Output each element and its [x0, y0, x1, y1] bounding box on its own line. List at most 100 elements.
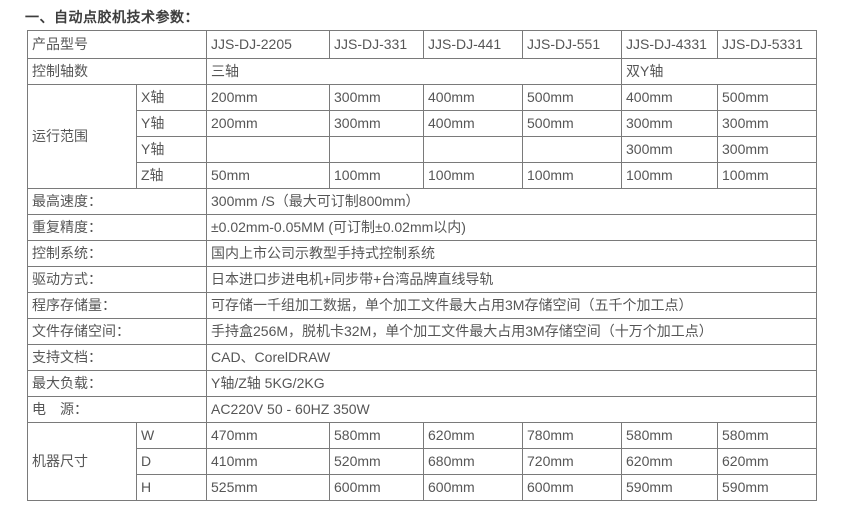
size-value: 600mm: [423, 474, 523, 501]
range-row-z: Z轴 50mm 100mm 100mm 100mm 100mm 100mm: [28, 162, 817, 189]
range-group-label: 运行范围: [27, 84, 137, 189]
range-value: 200mm: [206, 110, 330, 137]
range-value: 400mm: [423, 110, 523, 137]
spec-row: 驱动方式： 日本进口步进电机+同步带+台湾品牌直线导轨: [27, 266, 817, 293]
section-title: 一、自动点胶机技术参数：: [25, 9, 199, 25]
spec-row: 最高速度： 300mm /S（最大可订制800mm）: [27, 188, 817, 215]
size-row-w: 机器尺寸 W 470mm 580mm 620mm 780mm 580mm 580…: [27, 422, 817, 501]
spec-label: 支持文档：: [27, 344, 207, 371]
range-value: [206, 136, 330, 163]
spec-label: 驱动方式：: [27, 266, 207, 293]
size-value: 520mm: [329, 448, 424, 475]
dim-label: W: [136, 422, 207, 449]
model-header: JJS-DJ-5331: [717, 30, 817, 59]
spec-value: AC220V 50 - 60HZ 350W: [206, 396, 817, 423]
range-value: 100mm: [717, 162, 817, 189]
size-value: 525mm: [206, 474, 330, 501]
size-value: 470mm: [206, 422, 330, 449]
model-header: JJS-DJ-4331: [621, 30, 718, 59]
range-value: 300mm: [329, 84, 424, 111]
range-value: [329, 136, 424, 163]
size-value: 580mm: [329, 422, 424, 449]
size-row-d: D 410mm 520mm 680mm 720mm 620mm 620mm: [28, 448, 817, 475]
spec-value: CAD、CorelDRAW: [206, 344, 817, 371]
size-value: 580mm: [717, 422, 817, 449]
spec-label: 文件存储空间：: [27, 318, 207, 345]
range-row-y1: Y轴 200mm 300mm 400mm 500mm 300mm 300mm: [28, 110, 817, 137]
spec-row: 电 源： AC220V 50 - 60HZ 350W: [27, 396, 817, 423]
range-value: 500mm: [522, 84, 622, 111]
size-value: 620mm: [717, 448, 817, 475]
size-value: 600mm: [329, 474, 424, 501]
size-value: 720mm: [522, 448, 622, 475]
range-value: 300mm: [621, 136, 718, 163]
spec-row: 最大负载： Y轴/Z轴 5KG/2KG: [27, 370, 817, 397]
dim-label: H: [136, 474, 207, 501]
product-model-label: 产品型号: [27, 30, 207, 59]
dim-label: D: [136, 448, 207, 475]
axes-right-value: 双Y轴: [621, 58, 817, 85]
spec-row: 控制系统： 国内上市公司示教型手持式控制系统: [27, 240, 817, 267]
spec-row: 重复精度： ±0.02mm-0.05MM (可订制±0.02mm以内): [27, 214, 817, 241]
size-value: 600mm: [522, 474, 622, 501]
range-value: 400mm: [621, 84, 718, 111]
spec-value: ±0.02mm-0.05MM (可订制±0.02mm以内): [206, 214, 817, 241]
size-group-label: 机器尺寸: [27, 422, 137, 501]
spec-value: 日本进口步进电机+同步带+台湾品牌直线导轨: [206, 266, 817, 293]
axis-label: Z轴: [136, 162, 207, 189]
range-value: [522, 136, 622, 163]
axis-label: Y轴: [136, 110, 207, 137]
spec-label: 最高速度：: [27, 188, 207, 215]
size-value: 580mm: [621, 422, 718, 449]
range-value: 500mm: [522, 110, 622, 137]
range-value: 100mm: [329, 162, 424, 189]
model-header: JJS-DJ-2205: [206, 30, 330, 59]
spec-label: 重复精度：: [27, 214, 207, 241]
axis-label: Y轴: [136, 136, 207, 163]
range-value: 400mm: [423, 84, 523, 111]
spec-table: 产品型号 JJS-DJ-2205 JJS-DJ-331 JJS-DJ-441 J…: [27, 30, 817, 501]
range-value: 300mm: [621, 110, 718, 137]
size-value: 780mm: [522, 422, 622, 449]
spec-label: 程序存储量：: [27, 292, 207, 319]
spec-label: 最大负载：: [27, 370, 207, 397]
size-row-h: H 525mm 600mm 600mm 600mm 590mm 590mm: [28, 474, 817, 501]
range-value: 300mm: [717, 136, 817, 163]
size-value: 680mm: [423, 448, 523, 475]
range-value: 100mm: [522, 162, 622, 189]
spec-row: 文件存储空间： 手持盒256M，脱机卡32M，单个加工文件最大占用3M存储空间（…: [27, 318, 817, 345]
spec-label: 控制系统：: [27, 240, 207, 267]
axis-label: X轴: [136, 84, 207, 111]
model-header: JJS-DJ-331: [329, 30, 424, 59]
model-header: JJS-DJ-551: [522, 30, 622, 59]
size-value: 620mm: [621, 448, 718, 475]
model-header: JJS-DJ-441: [423, 30, 523, 59]
spec-row: 支持文档： CAD、CorelDRAW: [27, 344, 817, 371]
spec-value: Y轴/Z轴 5KG/2KG: [206, 370, 817, 397]
control-axes-row: 控制轴数 三轴 双Y轴: [27, 58, 817, 85]
range-value: 500mm: [717, 84, 817, 111]
range-row-x: 运行范围 X轴 200mm 300mm 400mm 500mm 400mm 50…: [27, 84, 817, 189]
axes-left-value: 三轴: [206, 58, 622, 85]
size-value: 590mm: [717, 474, 817, 501]
control-axes-label: 控制轴数: [27, 58, 207, 85]
size-value: 590mm: [621, 474, 718, 501]
range-value: 300mm: [329, 110, 424, 137]
range-value: 300mm: [717, 110, 817, 137]
range-value: 100mm: [621, 162, 718, 189]
spec-value: 300mm /S（最大可订制800mm）: [206, 188, 817, 215]
size-value: 410mm: [206, 448, 330, 475]
range-value: 200mm: [206, 84, 330, 111]
spec-row: 程序存储量： 可存储一千组加工数据，单个加工文件最大占用3M存储空间（五千个加工…: [27, 292, 817, 319]
range-value: 50mm: [206, 162, 330, 189]
product-model-row: 产品型号 JJS-DJ-2205 JJS-DJ-331 JJS-DJ-441 J…: [27, 30, 817, 59]
range-value: [423, 136, 523, 163]
range-value: 100mm: [423, 162, 523, 189]
spec-value: 可存储一千组加工数据，单个加工文件最大占用3M存储空间（五千个加工点）: [206, 292, 817, 319]
spec-value: 国内上市公司示教型手持式控制系统: [206, 240, 817, 267]
spec-label: 电 源：: [27, 396, 207, 423]
range-row-y2: Y轴 300mm 300mm: [28, 136, 817, 163]
spec-value: 手持盒256M，脱机卡32M，单个加工文件最大占用3M存储空间（十万个加工点）: [206, 318, 817, 345]
size-value: 620mm: [423, 422, 523, 449]
